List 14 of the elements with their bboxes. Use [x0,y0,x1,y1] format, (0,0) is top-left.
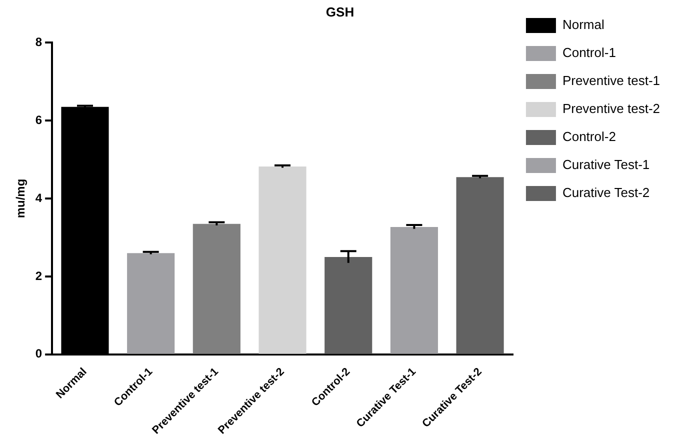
y-tick-label: 4 [35,190,42,205]
legend-label: Control-1 [562,45,616,60]
legend-label: Curative Test-2 [562,185,650,200]
y-axis-title: mu/mg [14,178,28,218]
y-tick-label: 0 [35,346,42,361]
legend-label: Curative Test-1 [562,157,650,172]
chart-title: GSH [326,4,354,20]
y-tick-label: 2 [35,268,42,283]
legend-label: Preventive test-2 [562,101,660,116]
y-tick-label: 6 [35,112,42,127]
legend-label: Control-2 [562,129,616,144]
legend-label: Normal [562,17,604,32]
legend-label: Preventive test-1 [562,73,660,88]
y-tick-label: 8 [35,34,42,49]
